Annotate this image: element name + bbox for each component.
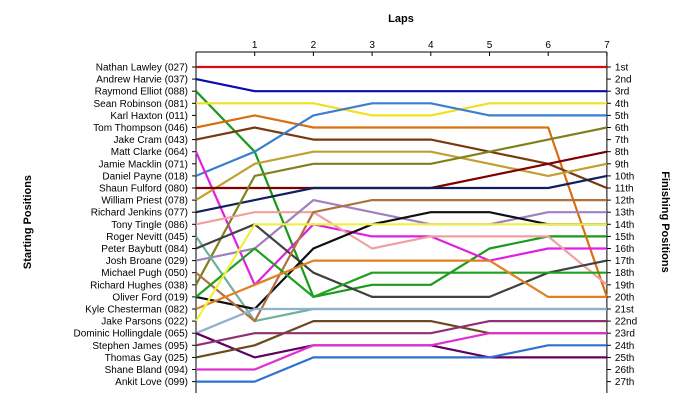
y-axis-title-right: Finishing Positions: [659, 171, 671, 272]
starting-position-label: Thomas Gay (025): [105, 353, 188, 364]
starting-position-label: Sean Robinson (081): [93, 99, 188, 110]
series-line: [195, 223, 608, 298]
finishing-position-label: 22nd: [615, 317, 637, 328]
series-line: [195, 126, 608, 190]
series-line: [194, 151, 607, 286]
starting-position-label: Jamie Macklin (071): [99, 159, 188, 170]
lap-tick-label: 7: [604, 40, 610, 51]
starting-position-label: Andrew Harvie (037): [96, 75, 188, 86]
starting-position-label: Jake Cram (043): [114, 135, 188, 146]
lap-tick-label: 2: [311, 40, 317, 51]
starting-position-label: Josh Broane (029): [106, 256, 188, 267]
finishing-position-label: 23rd: [615, 329, 635, 340]
finishing-position-label: 25th: [615, 353, 634, 364]
lap-tick-label: 6: [545, 40, 551, 51]
starting-position-label: Matt Clarke (064): [111, 147, 188, 158]
finishing-position-label: 4th: [615, 99, 629, 110]
series-line: [195, 223, 607, 322]
finishing-position-label: 24th: [615, 341, 634, 352]
finishing-position-label: 27th: [615, 377, 634, 388]
finishing-position-label: 26th: [615, 365, 634, 376]
series-lines: [194, 65, 608, 383]
finishing-position-label: 11th: [615, 184, 634, 195]
series-line: [196, 344, 607, 383]
series-line: [195, 320, 607, 347]
finishing-position-label: 18th: [615, 268, 634, 279]
starting-position-label: Tony Tingle (086): [111, 220, 188, 231]
finishing-position-label: 21st: [615, 305, 634, 316]
series-line: [195, 114, 608, 298]
starting-position-label: Shane Bland (094): [105, 365, 188, 376]
finishing-position-label: 14th: [615, 220, 634, 231]
starting-position-label: Kyle Chesterman (082): [85, 305, 188, 316]
finishing-position-label: 17th: [615, 256, 634, 267]
finishing-position-label: 12th: [615, 196, 634, 207]
series-line: [195, 174, 608, 214]
starting-position-label: Roger Nevitt (045): [106, 232, 188, 243]
lap-tick-label: 4: [428, 40, 434, 51]
finishing-position-label: 9th: [615, 159, 629, 170]
lap-tick-label: 1: [252, 40, 258, 51]
finishing-position-label: 19th: [615, 280, 634, 291]
lap-tick-label: 3: [369, 40, 375, 51]
finishing-position-label: 13th: [615, 208, 634, 219]
finishing-position-label: 7th: [615, 135, 629, 146]
starting-position-label: Tom Thompson (046): [93, 123, 188, 134]
starting-position-label: Nathan Lawley (027): [96, 63, 188, 74]
starting-position-label: Michael Pugh (050): [101, 268, 188, 279]
series-line: [196, 102, 607, 117]
finishing-position-label: 10th: [615, 171, 634, 182]
lap-tick-label: 5: [487, 40, 493, 51]
series-line: [195, 259, 607, 311]
series-line: [195, 126, 608, 286]
series-line: [195, 247, 607, 298]
series-line: [195, 90, 607, 298]
starting-position-label: Shaun Fulford (080): [99, 184, 188, 195]
finishing-position-label: 5th: [615, 111, 629, 122]
starting-position-label: William Priest (078): [101, 196, 188, 207]
series-line: [196, 332, 607, 371]
y-axis-title-left: Starting Positions: [22, 175, 34, 269]
starting-position-label: Jake Parsons (022): [101, 317, 188, 328]
starting-position-label: Ankit Love (099): [115, 377, 188, 388]
finishing-position-label: 3rd: [615, 87, 629, 98]
finishing-position-label: 2nd: [615, 75, 632, 86]
series-line: [195, 211, 608, 286]
starting-position-label: Raymond Elliot (088): [95, 87, 188, 98]
labels: 1 2 3 4 5 6 7 Nathan Lawley (027)Andrew Harvie …: [74, 40, 638, 388]
starting-position-label: Karl Haxton (011): [110, 111, 188, 122]
finishing-position-label: 6th: [615, 123, 629, 134]
finishing-position-label: 16th: [615, 244, 634, 255]
x-axis-title: Laps: [388, 13, 414, 25]
axes: [192, 51, 611, 393]
series-line: [195, 102, 607, 177]
starting-position-label: Richard Hughes (038): [90, 280, 188, 291]
series-line: [195, 211, 607, 311]
finishing-position-label: 20th: [615, 292, 634, 303]
series-line: [195, 150, 608, 202]
series-line: [195, 78, 607, 93]
starting-position-label: Richard Jenkins (077): [91, 208, 188, 219]
starting-position-label: Peter Baybutt (084): [101, 244, 188, 255]
starting-position-label: Oliver Ford (019): [112, 292, 188, 303]
starting-position-label: Stephen James (095): [92, 341, 188, 352]
finishing-position-label: 15th: [615, 232, 634, 243]
starting-position-label: Daniel Payne (018): [102, 171, 188, 182]
finishing-position-label: 1st: [615, 63, 629, 74]
starting-position-label: Dominic Hollingdale (065): [74, 329, 189, 340]
finishing-position-label: 8th: [615, 147, 629, 158]
series-line: [195, 199, 607, 323]
series-line: [195, 307, 607, 335]
